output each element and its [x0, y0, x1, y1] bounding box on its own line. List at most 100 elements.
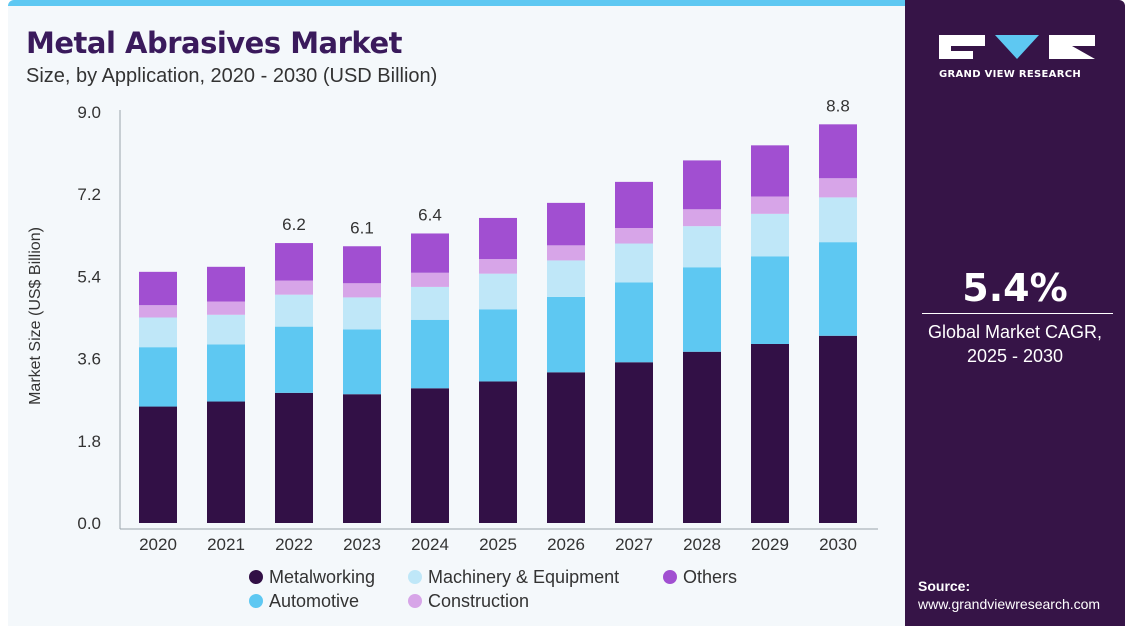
bar-segment-automotive [275, 326, 313, 393]
bar-segment-machinery-equipment [479, 273, 517, 310]
gvr-logo-icon [939, 35, 1095, 59]
x-tick-label: 2028 [683, 535, 721, 554]
bar-segment-machinery-equipment [275, 294, 313, 327]
legend-label: Construction [428, 591, 529, 611]
bar-segment-machinery-equipment [343, 297, 381, 330]
x-tick-label: 2025 [479, 535, 517, 554]
bar-segment-machinery-equipment [819, 197, 857, 243]
cagr-label-line1: Global Market CAGR, [927, 322, 1103, 342]
bar-segment-automotive [139, 347, 177, 407]
bar-segment-others [479, 217, 517, 260]
bar-segment-automotive [683, 267, 721, 352]
legend-label: Metalworking [269, 567, 375, 587]
x-tick-label: 2022 [275, 535, 313, 554]
bar-segment-automotive [343, 329, 381, 395]
bar-segment-machinery-equipment [751, 213, 789, 257]
x-tick-label: 2021 [207, 535, 245, 554]
bar-segment-construction [275, 280, 313, 295]
bar-segment-machinery-equipment [139, 317, 177, 348]
bar-series-group [139, 124, 857, 523]
legend-label: Machinery & Equipment [428, 567, 619, 587]
y-tick-label: 7.2 [77, 185, 101, 204]
x-axis-ticks: 2020 2021 2022 2023 2024 2025 2026 2027 2028 2029… [139, 535, 857, 554]
legend-swatch [663, 570, 677, 584]
bar-segment-construction [139, 305, 177, 318]
bar-segment-metalworking [275, 392, 313, 523]
x-tick-label: 2027 [615, 535, 653, 554]
bar-segment-construction [615, 227, 653, 244]
bar-segment-others [751, 145, 789, 197]
bar-segment-others [683, 160, 721, 210]
bar-segment-construction [547, 245, 585, 261]
x-tick-label: 2020 [139, 535, 177, 554]
legend-label: Others [683, 567, 737, 587]
bar-segment-machinery-equipment [207, 314, 245, 345]
bar-segment-others [547, 202, 585, 246]
bar-segment-construction [343, 283, 381, 298]
y-axis-title: Market Size (US$ Billion) [27, 227, 44, 405]
data-labels: 6.2 6.1 6.4 8.8 [282, 96, 850, 237]
bar-segment-construction [207, 301, 245, 315]
bar-segment-machinery-equipment [615, 243, 653, 283]
source-url[interactable]: www.grandviewresearch.com [918, 596, 1101, 612]
bar-segment-construction [683, 209, 721, 227]
x-tick-label: 2029 [751, 535, 789, 554]
bar-segment-others [275, 243, 313, 281]
cagr-label-line2: 2025 - 2030 [966, 346, 1064, 366]
y-axis-title-group: Market Size (US$ Billion) [27, 227, 44, 405]
bar-segment-metalworking [139, 406, 177, 523]
bar-segment-machinery-equipment [683, 226, 721, 268]
data-label: 8.8 [826, 96, 850, 115]
legend-swatch [408, 594, 422, 608]
bar-segment-construction [751, 196, 789, 214]
bar-segment-metalworking [751, 343, 789, 523]
x-tick-label: 2024 [411, 535, 449, 554]
source-label: Source: [918, 578, 971, 594]
bar-segment-machinery-equipment [411, 286, 449, 320]
x-tick-label: 2023 [343, 535, 381, 554]
y-tick-label: 1.8 [77, 432, 101, 451]
brand-logo: GRAND VIEW RESEARCH [939, 32, 1099, 80]
data-label: 6.1 [350, 218, 374, 237]
bar-segment-others [343, 246, 381, 284]
bar-segment-automotive [479, 309, 517, 382]
bar-segment-others [615, 181, 653, 228]
bar-segment-others [139, 271, 177, 306]
top-accent-bar [8, 0, 905, 6]
legend-swatch [249, 594, 263, 608]
y-axis-ticks: 0.0 1.8 3.6 5.4 7.2 9.0 [77, 103, 101, 533]
bar-segment-metalworking [479, 381, 517, 523]
cagr-divider [922, 313, 1113, 314]
legend-swatch [408, 570, 422, 584]
cagr-value: 5.4% [962, 266, 1068, 310]
x-tick-label: 2026 [547, 535, 585, 554]
y-tick-label: 9.0 [77, 103, 101, 122]
bar-segment-others [819, 124, 857, 179]
bar-segment-automotive [615, 282, 653, 363]
bar-segment-automotive [411, 319, 449, 389]
page-title: Metal Abrasives Market [26, 26, 402, 60]
bar-segment-metalworking [411, 388, 449, 523]
stacked-bar-chart: Market Size (US$ Billion) 0.0 1.8 3.6 5.4 7.… [27, 96, 878, 611]
bar-segment-construction [479, 259, 517, 274]
bar-segment-metalworking [683, 351, 721, 523]
legend-label: Automotive [269, 591, 359, 611]
page-subtitle: Size, by Application, 2020 - 2030 (USD B… [26, 65, 438, 87]
sidebar: GRAND VIEW RESEARCH 5.4% Global Market C… [905, 0, 1125, 626]
bar-segment-metalworking [819, 335, 857, 523]
bar-segment-construction [819, 178, 857, 198]
bar-segment-metalworking [615, 362, 653, 523]
legend-swatch [249, 570, 263, 584]
legend: Metalworking Machinery & Equipment Others A… [249, 567, 737, 611]
data-label: 6.4 [418, 205, 442, 224]
y-tick-label: 0.0 [77, 514, 101, 533]
bar-segment-construction [411, 272, 449, 287]
bar-segment-automotive [207, 344, 245, 402]
bar-segment-automotive [547, 296, 585, 373]
brand-name: GRAND VIEW RESEARCH [939, 69, 1082, 80]
bar-segment-automotive [819, 242, 857, 336]
cagr-label: Global Market CAGR, 2025 - 2030 [905, 320, 1125, 368]
bar-segment-metalworking [207, 401, 245, 523]
y-tick-label: 3.6 [77, 350, 101, 369]
